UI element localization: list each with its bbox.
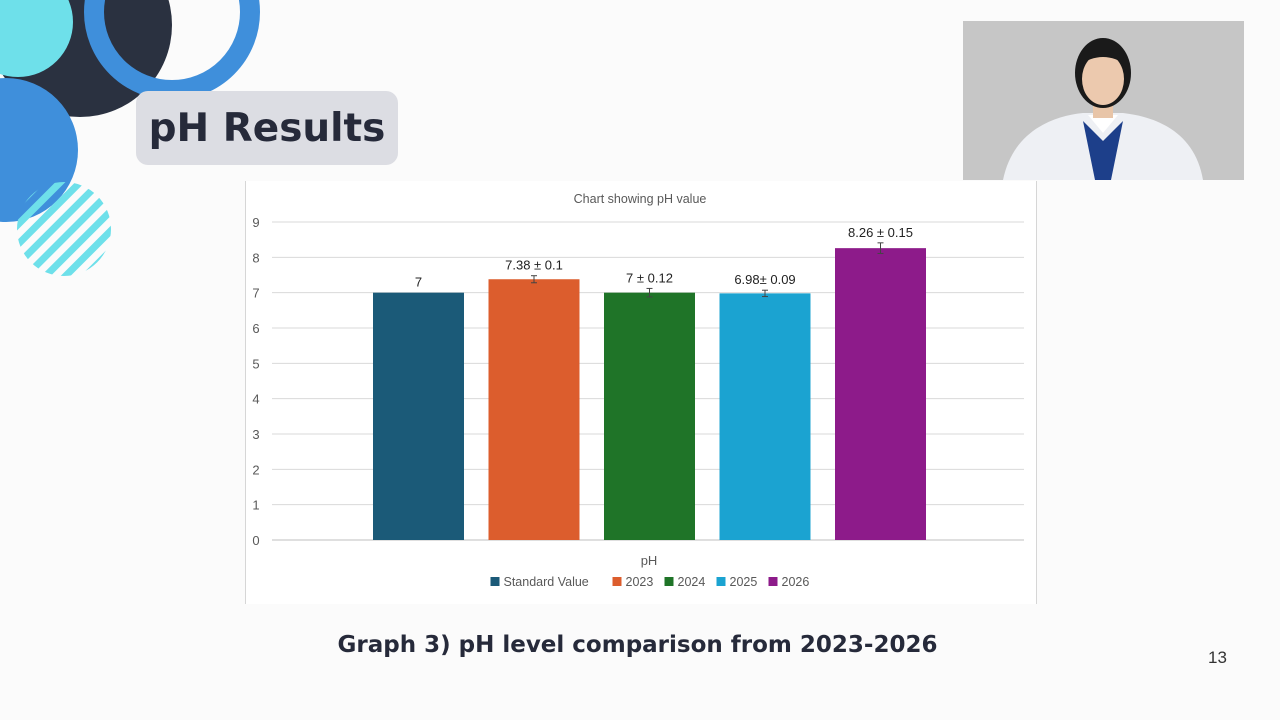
data-label: 7.38 ± 0.1 [505, 258, 563, 273]
legend-swatch [490, 577, 500, 586]
decorative-shapes [0, 0, 260, 276]
legend-label: 2024 [678, 575, 706, 589]
bar [604, 292, 695, 540]
bar [835, 248, 926, 540]
legend-swatch [664, 577, 674, 586]
legend-label: 2026 [782, 575, 810, 589]
y-tick-label: 6 [252, 321, 259, 336]
data-label: 7 [415, 275, 422, 290]
data-label: 7 ± 0.12 [626, 270, 673, 285]
y-tick-label: 5 [252, 356, 259, 371]
y-tick-label: 1 [252, 498, 259, 513]
chart-title: Chart showing pH value [574, 192, 707, 206]
presenter-webcam [963, 21, 1244, 180]
data-labels: 7 7.38 ± 0.1 7 ± 0.12 6.98± 0.09 8.26 ± 0.15 [415, 225, 913, 290]
legend-swatch [612, 577, 622, 586]
bar [719, 293, 811, 540]
presenter-video-icon [963, 21, 1244, 180]
ph-bar-chart: Chart showing pH value 0 1 2 3 4 5 6 7 8 9 7 7.38 … [252, 192, 1024, 589]
chart-frame: Chart showing pH value 0 1 2 3 4 5 6 7 8 9 7 7.38 … [245, 181, 1037, 604]
y-axis-ticks: 0 1 2 3 4 5 6 7 8 9 [252, 215, 259, 548]
y-tick-label: 0 [252, 533, 259, 548]
x-axis-label: pH [641, 553, 658, 568]
y-tick-label: 7 [252, 286, 259, 301]
deco-cyan-circle [0, 0, 73, 77]
y-tick-label: 9 [252, 215, 259, 230]
legend-label: Standard Value [504, 575, 589, 589]
legend-label: 2023 [626, 575, 654, 589]
slide-title: pH Results [136, 91, 398, 165]
graph-caption: Graph 3) pH level comparison from 2023-2… [337, 632, 938, 658]
y-tick-label: 3 [252, 427, 259, 442]
y-tick-label: 2 [252, 462, 259, 477]
bar [373, 292, 464, 540]
page-number: 13 [1208, 648, 1227, 667]
y-tick-label: 4 [252, 392, 259, 407]
legend-swatch [768, 577, 778, 586]
legend-label: 2025 [730, 575, 758, 589]
data-label: 8.26 ± 0.15 [848, 225, 913, 240]
y-tick-label: 8 [252, 250, 259, 265]
bar [488, 279, 580, 540]
data-label: 6.98± 0.09 [734, 272, 795, 287]
legend-swatch [716, 577, 726, 586]
deco-striped-circle [17, 182, 111, 276]
legend: Standard Value 2023 2024 2025 2026 [490, 575, 810, 589]
deco-blue-ring [84, 0, 260, 100]
bars [373, 242, 926, 540]
